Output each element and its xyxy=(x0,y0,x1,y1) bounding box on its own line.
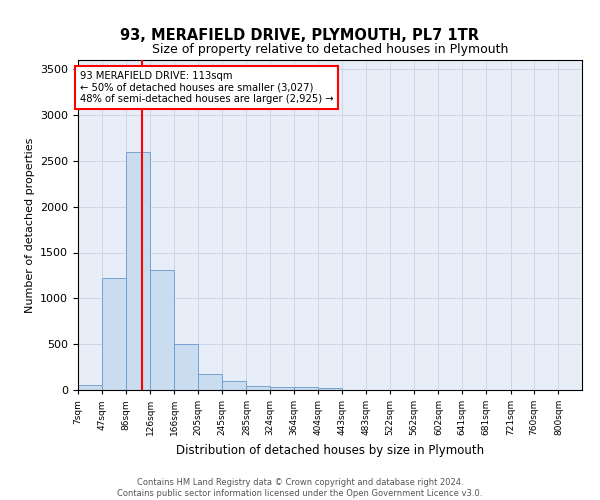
X-axis label: Distribution of detached houses by size in Plymouth: Distribution of detached houses by size … xyxy=(176,444,484,456)
Bar xyxy=(198,374,222,390)
Bar xyxy=(102,278,126,390)
Bar xyxy=(150,270,175,390)
Bar xyxy=(126,152,150,390)
Text: 93, MERAFIELD DRIVE, PLYMOUTH, PL7 1TR: 93, MERAFIELD DRIVE, PLYMOUTH, PL7 1TR xyxy=(121,28,479,42)
Bar xyxy=(319,388,342,390)
Text: 93 MERAFIELD DRIVE: 113sqm
← 50% of detached houses are smaller (3,027)
48% of s: 93 MERAFIELD DRIVE: 113sqm ← 50% of deta… xyxy=(80,71,334,104)
Title: Size of property relative to detached houses in Plymouth: Size of property relative to detached ho… xyxy=(152,43,508,56)
Text: Contains HM Land Registry data © Crown copyright and database right 2024.
Contai: Contains HM Land Registry data © Crown c… xyxy=(118,478,482,498)
Bar xyxy=(270,387,294,390)
Bar xyxy=(175,344,198,390)
Bar xyxy=(247,386,270,390)
Y-axis label: Number of detached properties: Number of detached properties xyxy=(25,138,35,312)
Bar xyxy=(222,381,247,390)
Bar xyxy=(78,386,102,390)
Bar xyxy=(294,387,319,390)
